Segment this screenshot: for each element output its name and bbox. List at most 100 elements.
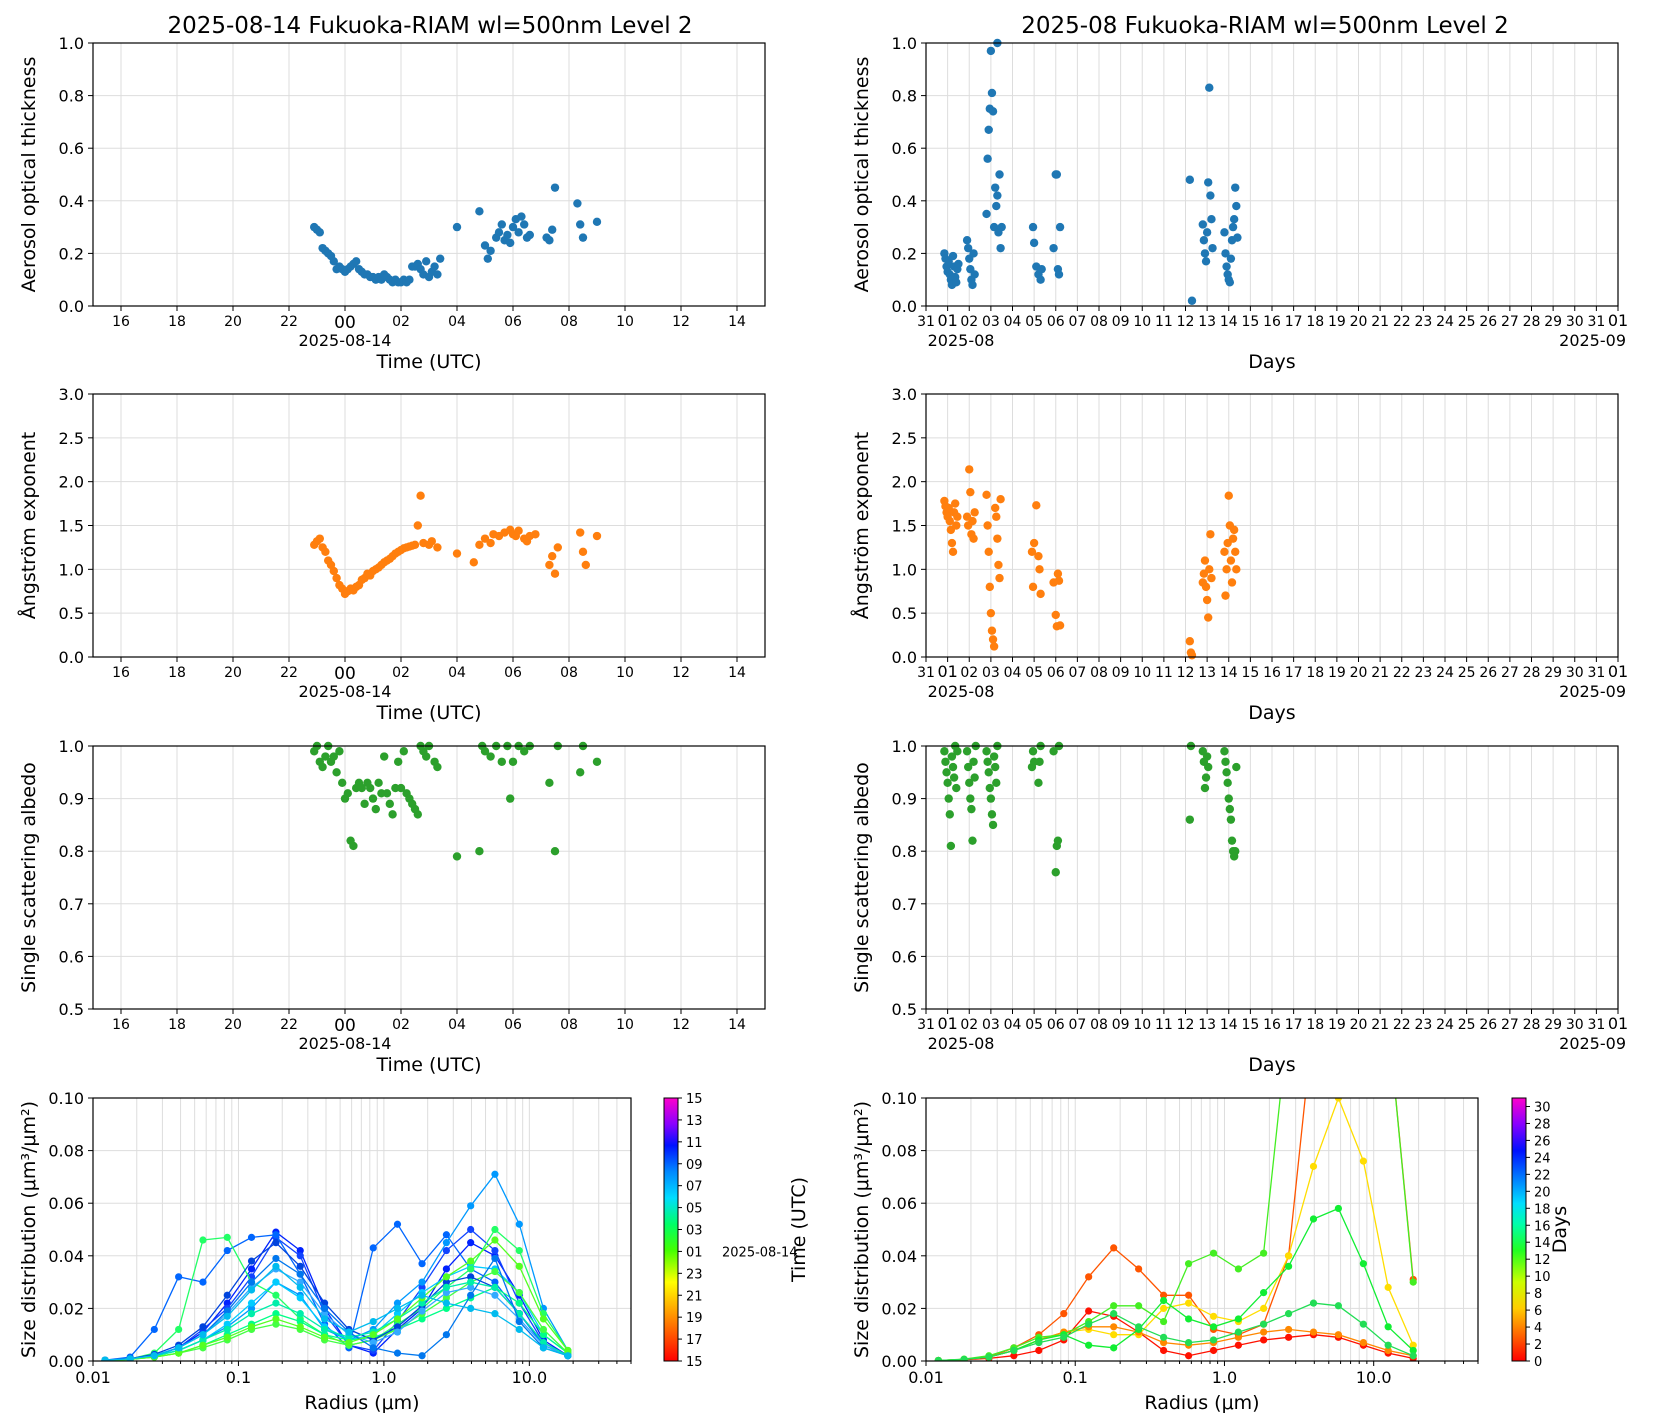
series-point bbox=[1409, 1346, 1417, 1355]
x-tick-label: 20 bbox=[1350, 314, 1368, 330]
y-tick-label: 0.6 bbox=[892, 947, 917, 966]
x-tick-label: 12 bbox=[1177, 314, 1195, 330]
x-tick-label: 10 bbox=[616, 1017, 634, 1033]
x-tick-label: 16 bbox=[1263, 665, 1281, 681]
data-point bbox=[321, 547, 330, 556]
data-point bbox=[531, 530, 540, 539]
x-tick-label: 07 bbox=[1068, 1017, 1086, 1033]
series-line bbox=[104, 1228, 569, 1361]
data-point bbox=[592, 757, 602, 766]
series-point bbox=[369, 1244, 377, 1252]
data-point bbox=[413, 521, 422, 530]
data-point bbox=[321, 752, 330, 761]
series-point bbox=[272, 1320, 280, 1328]
series-point bbox=[1234, 1341, 1243, 1349]
colorbar-tick-label: 2 bbox=[1534, 1338, 1542, 1353]
y-tick-label: 1.0 bbox=[892, 737, 917, 756]
colorbar-gradient bbox=[1511, 1097, 1527, 1362]
series-point bbox=[272, 1310, 280, 1318]
series-point bbox=[369, 1338, 377, 1347]
data-point bbox=[335, 747, 344, 756]
right-figure-title: 2025-08 Fukuoka-RIAM wl=500nm Level 2 bbox=[1021, 13, 1509, 39]
series-point bbox=[418, 1315, 426, 1323]
data-point bbox=[945, 810, 954, 819]
monthly-angstrom-chart: 31 01 02 03 04 05 06 07 08 09 10 11 12 13 14 15 16 17 18 19… bbox=[850, 385, 1628, 724]
plot-frame bbox=[925, 393, 1619, 658]
data-point bbox=[578, 547, 588, 556]
x-axis-label: Radius (μm) bbox=[1144, 1392, 1259, 1414]
x-tick-label: 22 bbox=[280, 314, 298, 330]
x-tick-label: 22 bbox=[1393, 665, 1411, 681]
x-axis-label: Time (UTC) bbox=[375, 1054, 481, 1076]
data-point bbox=[514, 228, 523, 237]
data-point bbox=[1228, 534, 1238, 543]
data-point bbox=[550, 569, 560, 578]
data-point bbox=[1233, 233, 1242, 242]
data-point bbox=[1036, 275, 1045, 284]
series-point bbox=[467, 1278, 475, 1286]
series-point bbox=[296, 1323, 304, 1331]
data-point bbox=[968, 280, 977, 290]
series-point bbox=[515, 1317, 523, 1326]
series-point bbox=[1135, 1302, 1143, 1310]
y-tick-label: 0.04 bbox=[48, 1247, 84, 1266]
series-point bbox=[101, 1356, 109, 1361]
data-point bbox=[987, 626, 997, 635]
x-tick-label: 31 bbox=[1587, 314, 1605, 330]
data-point bbox=[385, 799, 394, 809]
data-point bbox=[983, 757, 992, 766]
x-tick-label: 06 bbox=[504, 314, 522, 330]
colorbar-tick-label: 16 bbox=[1534, 1219, 1551, 1234]
data-point bbox=[950, 499, 960, 508]
series-line bbox=[104, 1231, 569, 1361]
data-point bbox=[962, 236, 972, 245]
colorbar-tick-label: 21 bbox=[686, 1289, 703, 1304]
series-point bbox=[1110, 1310, 1118, 1318]
data-point bbox=[1055, 621, 1065, 630]
series-point bbox=[272, 1239, 280, 1247]
x-date-label: 2025-08-14 bbox=[299, 682, 392, 701]
data-point bbox=[396, 783, 406, 793]
series-point bbox=[393, 1328, 402, 1336]
series-point bbox=[1260, 1320, 1268, 1328]
series-point bbox=[564, 1352, 572, 1360]
colorbar-tick-label: 22 bbox=[1534, 1168, 1551, 1183]
x-tick-label: 13 bbox=[1198, 314, 1216, 330]
data-point bbox=[1221, 757, 1230, 766]
x-tick-label: 14 bbox=[1220, 314, 1238, 330]
x-tick-label: 28 bbox=[1523, 314, 1541, 330]
data-point bbox=[1207, 215, 1216, 224]
y-tick-label: 1.5 bbox=[892, 517, 917, 536]
series-point bbox=[442, 1265, 450, 1273]
data-point bbox=[1035, 757, 1044, 766]
x-date-label-left: 2025-08 bbox=[928, 331, 995, 350]
x-tick-label: 12 bbox=[672, 665, 690, 681]
colorbar-tick-label: 17 bbox=[686, 1333, 703, 1348]
daily-ssa-chart: 16 18 20 22 00 02 04 06 08 10 12 14 0.5 0.6 0.7 0.8 0.9 1… bbox=[18, 737, 766, 1076]
series-point bbox=[1085, 1307, 1093, 1315]
y-tick-label: 0.0 bbox=[892, 297, 917, 316]
x-tick-label: 16 bbox=[1263, 314, 1281, 330]
data-point bbox=[953, 512, 962, 521]
daily-size-distribution-chart: 0.01 0.1 1.0 10.0 0.00 0.02 0.04 0.06 0.08 0.10 Si… bbox=[18, 1089, 632, 1414]
colorbar-tick-label: 20 bbox=[1534, 1185, 1551, 1200]
series-point bbox=[1309, 1215, 1318, 1223]
x-tick-label: 01 bbox=[1608, 662, 1628, 681]
series-point bbox=[1160, 1333, 1168, 1341]
series-point bbox=[1035, 1338, 1043, 1347]
y-tick-label: 0.5 bbox=[892, 1000, 917, 1019]
data-point bbox=[1220, 547, 1229, 556]
colorbar-tick-label: 23 bbox=[686, 1267, 703, 1282]
series-point bbox=[247, 1233, 256, 1241]
y-tick-label: 0.02 bbox=[881, 1299, 917, 1318]
data-point bbox=[1229, 525, 1239, 535]
series-point bbox=[1060, 1333, 1068, 1341]
plot-frame bbox=[92, 1097, 632, 1362]
x-tick-label: 18 bbox=[1306, 665, 1324, 681]
data-point bbox=[520, 747, 529, 756]
data-point bbox=[1198, 220, 1208, 229]
x-tick-label: 20 bbox=[224, 665, 242, 681]
series-point bbox=[418, 1299, 426, 1307]
series-point bbox=[1209, 1249, 1218, 1257]
data-point bbox=[1201, 773, 1211, 782]
